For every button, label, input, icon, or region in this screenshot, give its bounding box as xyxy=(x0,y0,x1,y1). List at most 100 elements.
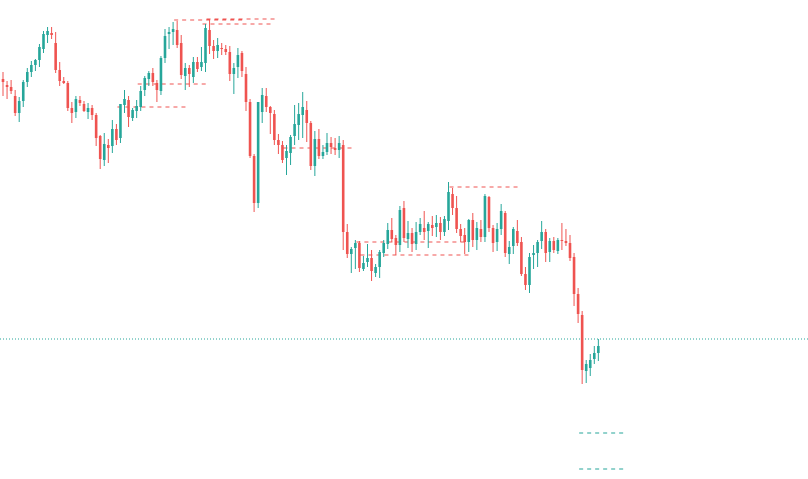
candle-up xyxy=(139,86,142,111)
candle-down xyxy=(248,99,252,158)
candle-down xyxy=(82,101,86,112)
candle-down xyxy=(9,80,13,94)
candle-up xyxy=(366,244,369,267)
candle-down xyxy=(572,253,576,306)
candle-body xyxy=(74,99,78,112)
candle-down xyxy=(5,81,9,99)
candle-up xyxy=(74,96,78,118)
candle-body xyxy=(34,60,37,65)
candle-down xyxy=(273,110,276,145)
candle-body xyxy=(204,28,207,63)
candle-up xyxy=(593,346,596,364)
candle-body xyxy=(264,96,268,107)
candle-up xyxy=(443,216,446,236)
candle-down xyxy=(358,241,361,272)
candle-down xyxy=(394,235,398,255)
candle-body xyxy=(9,87,13,91)
candle-body xyxy=(70,108,74,113)
candle-body xyxy=(597,346,600,353)
candle-up xyxy=(260,88,264,123)
candle-body xyxy=(487,197,491,228)
candle-up xyxy=(556,238,560,254)
candle-up xyxy=(131,108,134,121)
candle-up xyxy=(512,227,515,254)
candle-body xyxy=(386,230,390,244)
candle-up xyxy=(386,223,390,249)
candle-body xyxy=(593,353,596,359)
candle-up xyxy=(289,135,292,165)
candle-up xyxy=(374,264,377,277)
candle-body xyxy=(293,124,296,136)
candle-down xyxy=(62,77,66,84)
candle-body xyxy=(402,208,406,238)
candle-down xyxy=(78,96,82,106)
candle-down xyxy=(390,218,394,242)
candle-body xyxy=(528,257,531,285)
candle-up xyxy=(143,76,147,96)
candle-body xyxy=(143,78,147,90)
candle-body xyxy=(471,220,475,240)
candle-up xyxy=(297,103,300,140)
candle-down xyxy=(463,228,466,254)
candle-body xyxy=(220,48,223,49)
candle-up xyxy=(232,63,236,94)
candle-down xyxy=(455,196,458,233)
candle-down xyxy=(264,88,268,112)
candle-body xyxy=(281,145,284,160)
candle-up xyxy=(102,133,106,166)
candle-body xyxy=(82,104,86,111)
candle-up xyxy=(495,223,499,251)
candle-up xyxy=(382,240,385,257)
candle-body xyxy=(337,143,341,150)
candle-body xyxy=(309,123,313,166)
candle-body xyxy=(200,62,203,67)
candle-up xyxy=(528,253,531,293)
candle-body xyxy=(30,65,33,72)
candle-body xyxy=(499,211,503,229)
candle-down xyxy=(329,137,333,154)
candle-up xyxy=(123,90,126,113)
candle-body xyxy=(483,196,487,237)
candle-body xyxy=(175,30,179,45)
candle-down xyxy=(224,45,228,55)
candle-down xyxy=(345,224,349,258)
candle-body xyxy=(297,114,300,125)
candle-up xyxy=(216,38,219,58)
candle-down xyxy=(196,57,199,72)
candle-body xyxy=(341,145,345,232)
candle-body xyxy=(1,79,5,82)
candle-up xyxy=(467,219,471,252)
candle-up xyxy=(426,222,430,248)
candle-down xyxy=(277,134,280,154)
candle-body xyxy=(459,229,462,236)
candle-down xyxy=(459,224,462,242)
candle-body xyxy=(127,100,130,117)
candle-down xyxy=(98,135,102,169)
candle-body xyxy=(580,315,584,370)
candle-up xyxy=(447,182,450,230)
candle-body xyxy=(26,72,29,82)
candle-up xyxy=(301,92,304,138)
candle-down xyxy=(503,211,507,257)
candle-down xyxy=(58,62,61,86)
candle-body xyxy=(512,229,515,246)
candle-body xyxy=(540,232,543,241)
candle-body xyxy=(370,258,373,271)
candle-body xyxy=(588,360,592,368)
candle-down xyxy=(524,267,527,290)
candle-up xyxy=(42,31,45,53)
candle-up xyxy=(354,240,357,269)
candle-down xyxy=(228,46,232,81)
candle-down xyxy=(269,106,272,134)
candle-body xyxy=(394,238,398,245)
candle-body xyxy=(188,68,191,74)
candle-body xyxy=(183,68,187,76)
candle-body xyxy=(289,137,292,153)
candle-down xyxy=(471,213,475,247)
candle-up xyxy=(171,22,175,45)
candle-body xyxy=(86,108,90,112)
candle-up xyxy=(435,215,438,237)
candle-down xyxy=(220,43,223,55)
candle-up xyxy=(183,63,187,90)
